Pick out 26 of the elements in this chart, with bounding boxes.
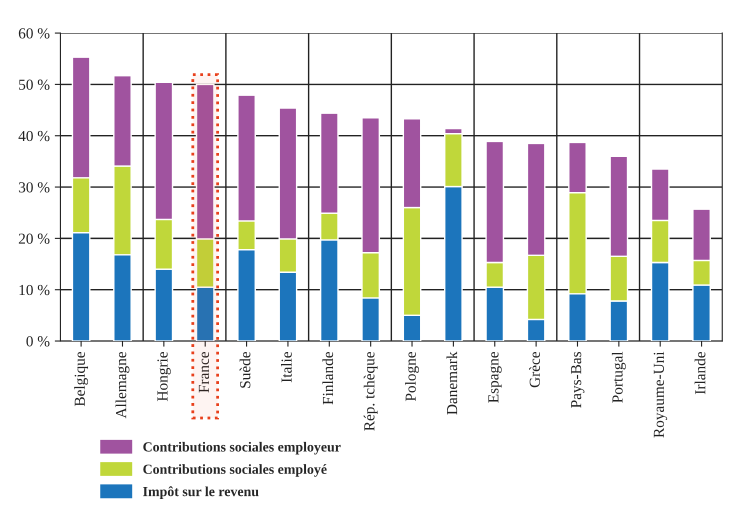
- x-tick-label: Italie: [281, 352, 292, 382]
- x-tick-label: Espagne: [488, 352, 502, 403]
- x-tick-label: Allemagne: [116, 352, 130, 418]
- y-tick-label: 10 %: [20, 284, 50, 296]
- y-tick-label: 40 %: [18, 130, 50, 142]
- y-tick-label: 30 %: [18, 182, 50, 193]
- x-tick-label: Royaume-Uni: [654, 352, 668, 438]
- x-tick-label: Pays-Bas: [571, 352, 584, 408]
- x-tick-label: Grèce: [529, 352, 540, 388]
- x-tick-label: Rép. tchèque: [364, 352, 378, 431]
- legend-label: Contributions sociales employeur: [143, 442, 341, 454]
- legend-label: Impôt sur le revenu: [143, 486, 259, 500]
- x-tick-label: France: [198, 352, 210, 393]
- x-tick-label: Hongrie: [157, 352, 171, 402]
- x-tick-label: Pologne: [405, 352, 419, 402]
- x-tick-label: Portugal: [612, 352, 626, 403]
- x-tick-label: Danemark: [446, 351, 458, 415]
- y-tick-label: 20 %: [18, 234, 50, 244]
- legend-label: Contributions sociales employé: [143, 464, 327, 477]
- x-tick-label: Irlande: [694, 352, 706, 394]
- y-tick-label: 50 %: [19, 80, 50, 90]
- x-tick-label: Suède: [240, 352, 250, 388]
- y-tick-label: 0 %: [26, 336, 50, 347]
- x-tick-label: Belgique: [74, 352, 88, 406]
- x-tick-label: Finlande: [322, 352, 334, 404]
- y-tick-label: 60 %: [18, 28, 50, 39]
